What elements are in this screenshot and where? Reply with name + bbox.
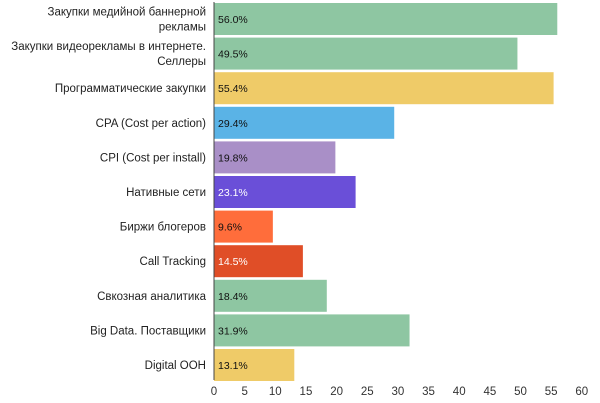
category-label: Digital OOH — [145, 360, 206, 372]
bar — [214, 176, 356, 208]
bar — [214, 279, 327, 312]
category-label-line: Digital OOH — [145, 360, 206, 372]
category-label-line: рекламы — [159, 22, 206, 34]
bar — [214, 3, 558, 35]
x-tick-label: 25 — [361, 386, 374, 398]
value-label: 56.0% — [218, 14, 248, 26]
value-label: 55.4% — [218, 83, 248, 95]
bars-group — [214, 3, 558, 381]
value-label: 29.4% — [218, 118, 248, 130]
x-tick-label: 15 — [300, 386, 313, 398]
category-label-line: CPI (Cost per install) — [100, 152, 206, 164]
category-label: Свкозная аналитика — [97, 291, 207, 303]
category-label: Закупки медийной баннерной рекламы — [48, 7, 206, 34]
x-tick-label: 40 — [453, 386, 466, 398]
bar — [214, 210, 273, 243]
category-label-line: Big Data. Поставщики — [90, 325, 206, 337]
x-tick-label: 35 — [422, 386, 435, 398]
x-tick-label: 5 — [241, 386, 247, 398]
category-label: Call Tracking — [140, 256, 206, 268]
category-label-line: Биржи блогеров — [120, 222, 206, 234]
category-label: CPI (Cost per install) — [100, 152, 206, 164]
category-label-line: Свкозная аналитика — [97, 291, 207, 303]
value-label: 19.8% — [218, 152, 248, 164]
category-label: Биржи блогеров — [120, 222, 206, 234]
category-label-line: Программатические закупки — [55, 83, 206, 95]
category-label: Закупки видеорекламы в интернете. Селлеры — [11, 41, 206, 68]
category-label: CPA (Cost per action) — [96, 118, 207, 130]
bar — [214, 141, 336, 174]
category-label: Программатические закупки — [55, 83, 206, 95]
value-label: 14.5% — [218, 256, 248, 268]
bar — [214, 245, 303, 278]
x-tick-label: 55 — [545, 386, 558, 398]
value-labels: 56.0% 49.5% 55.4% 29.4% 19.8% 23.1% 9.6% 14.5% 1… — [218, 14, 248, 372]
x-tick-label: 10 — [269, 386, 282, 398]
x-tick-label: 30 — [392, 386, 405, 398]
x-tick-label: 20 — [330, 386, 343, 398]
category-label-line: Call Tracking — [140, 256, 206, 268]
x-tick-label: 50 — [514, 386, 527, 398]
x-axis-ticks: 0 5 10 15 20 25 30 35 40 45 50 55 60 — [211, 386, 588, 398]
category-label-line: CPA (Cost per action) — [96, 118, 207, 130]
value-label: 13.1% — [218, 360, 248, 372]
category-label-line: Селлеры — [157, 56, 206, 68]
x-tick-label: 60 — [575, 386, 588, 398]
value-label: 9.6% — [218, 222, 242, 234]
bar — [214, 349, 295, 381]
value-label: 18.4% — [218, 291, 248, 303]
category-label: Big Data. Поставщики — [90, 325, 206, 337]
x-tick-label: 0 — [211, 386, 217, 398]
bar — [214, 314, 410, 347]
bar — [214, 106, 395, 139]
value-label: 49.5% — [218, 49, 248, 61]
value-label: 31.9% — [218, 325, 248, 337]
bar — [214, 37, 518, 70]
category-labels: Закупки медийной баннерной рекламыЗакупки… — [11, 7, 206, 373]
category-label-line: Закупки видеорекламы в интернете. — [11, 41, 206, 53]
value-label: 23.1% — [218, 187, 248, 199]
bar — [214, 72, 554, 105]
category-label-line: Нативные сети — [126, 187, 206, 199]
x-tick-label: 45 — [483, 386, 496, 398]
category-label-line: Закупки медийной баннерной — [48, 7, 206, 19]
category-label: Нативные сети — [126, 187, 206, 199]
